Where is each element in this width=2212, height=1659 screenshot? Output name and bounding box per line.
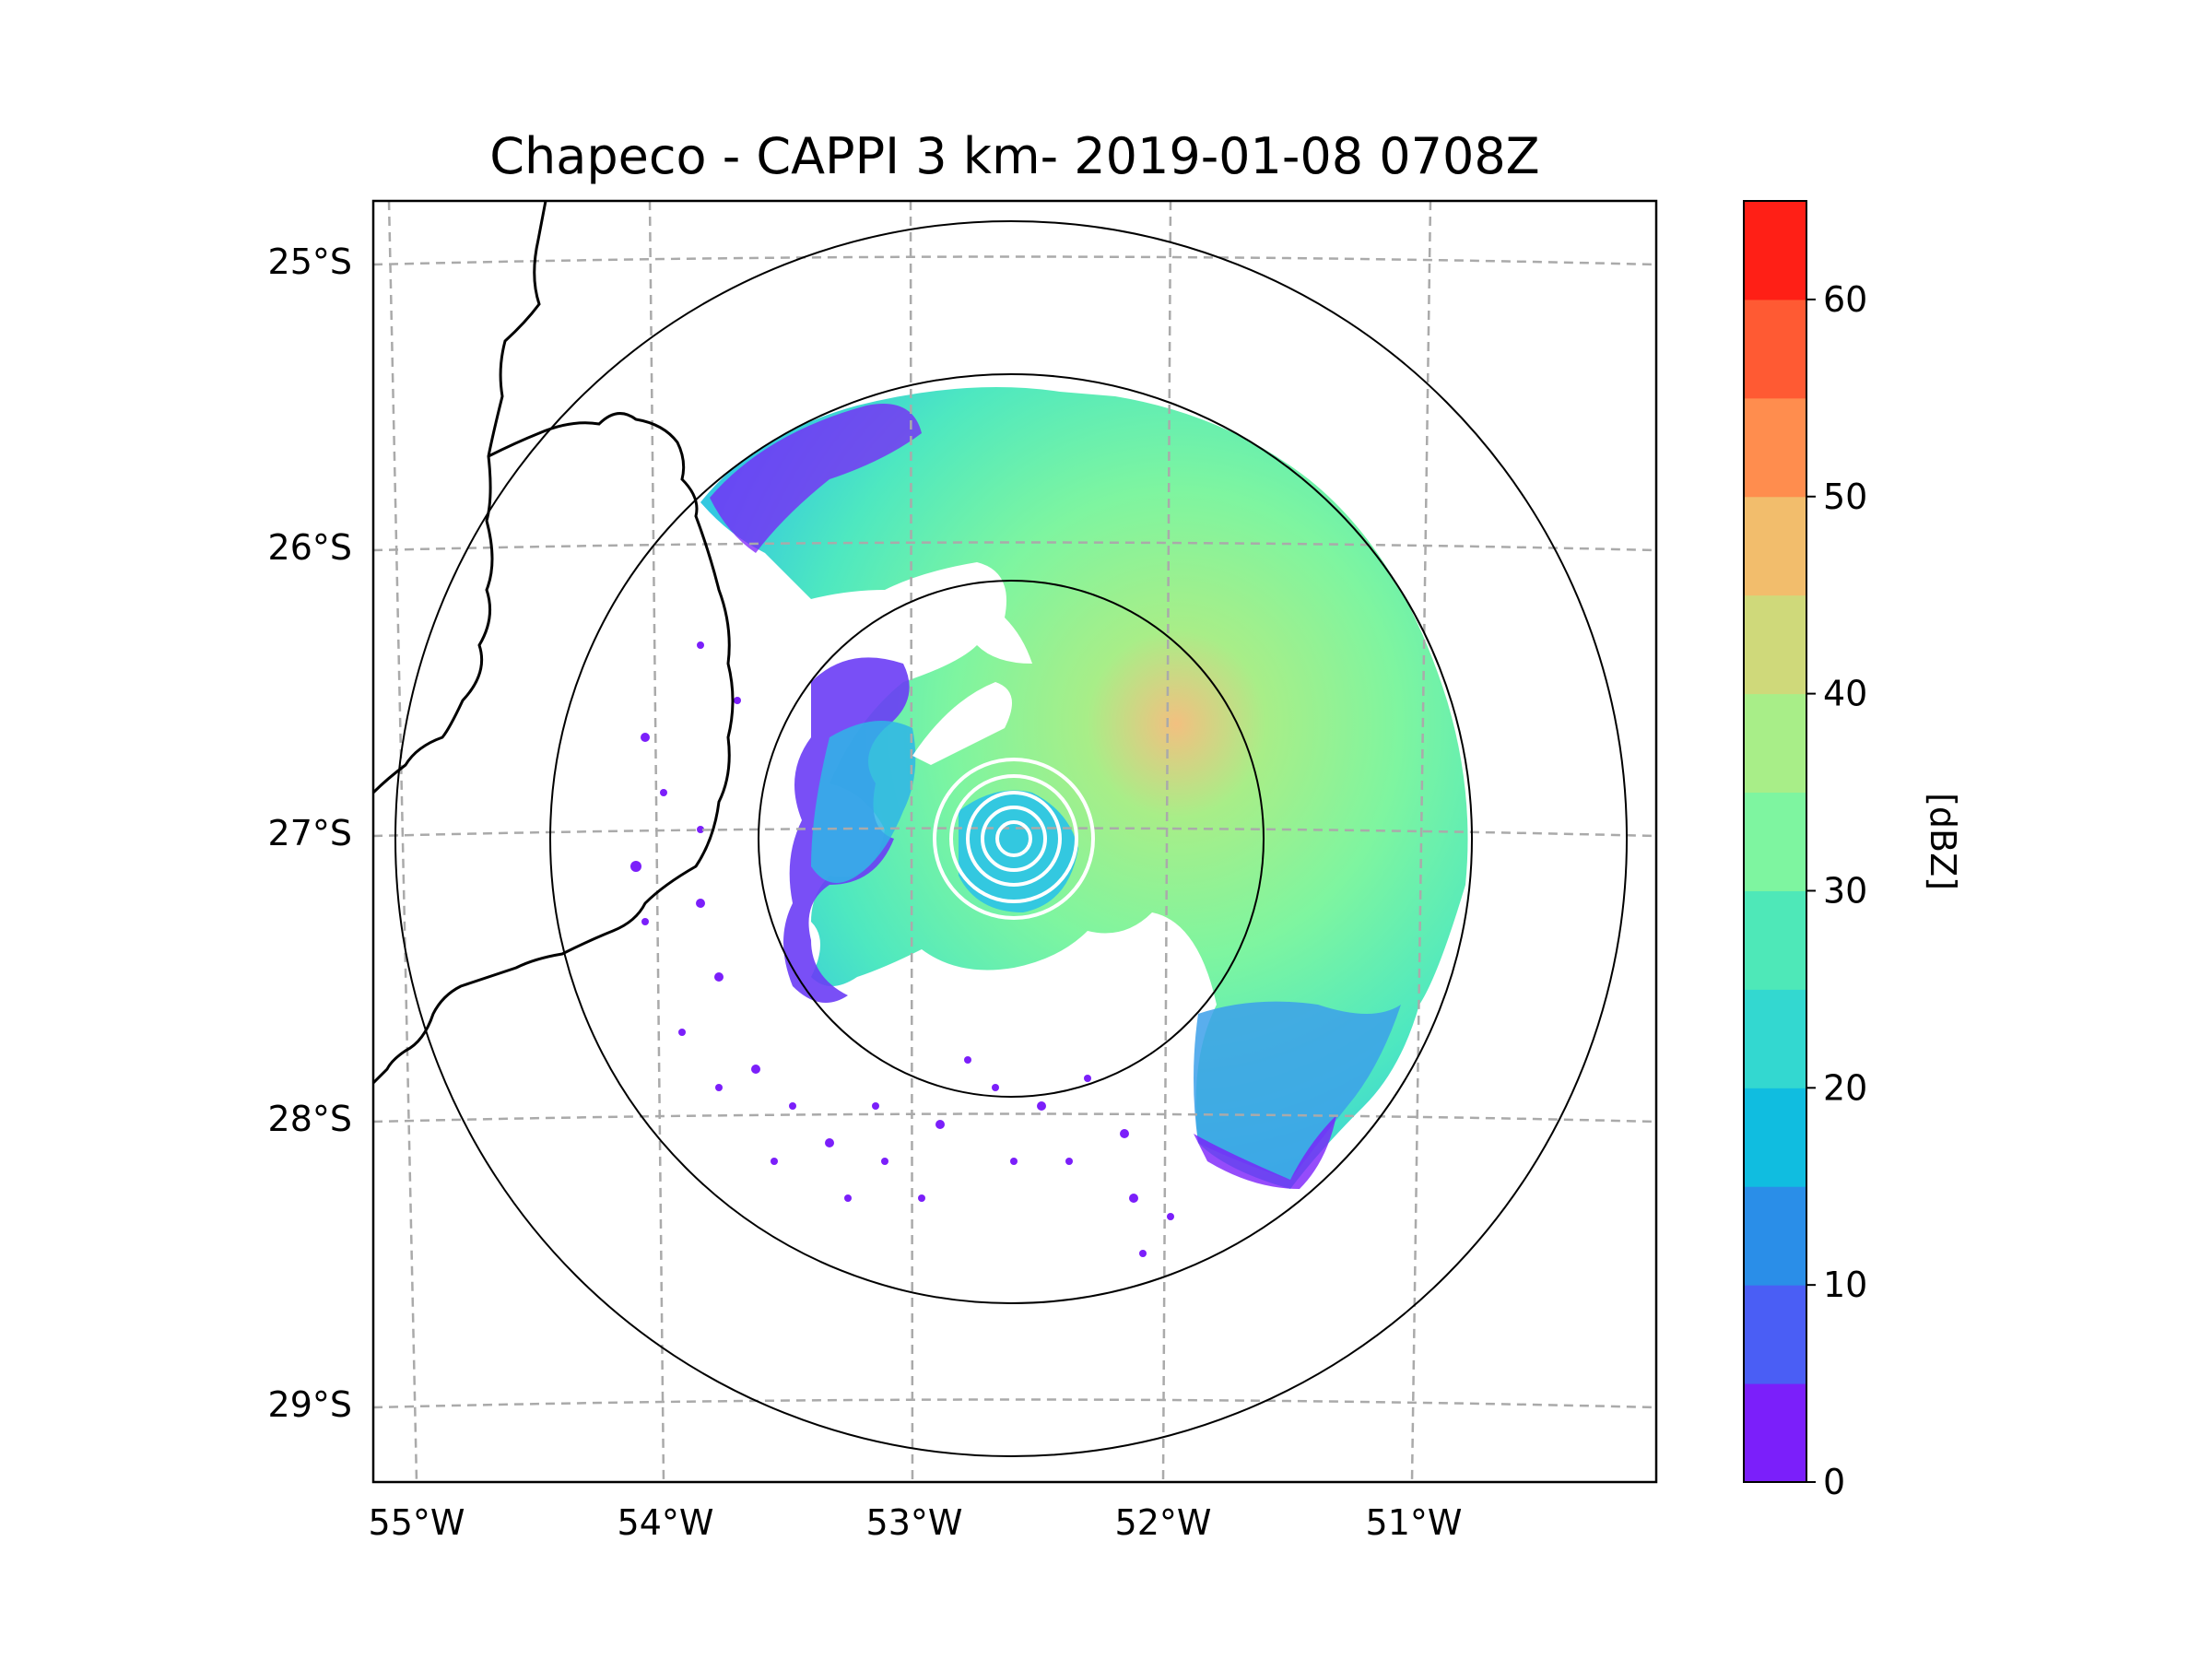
lon-label: 53°W xyxy=(866,1502,963,1543)
colorbar-bins xyxy=(1744,201,1806,1483)
chart-title: Chapeco - CAPPI 3 km- 2019-01-08 0708Z xyxy=(489,127,1539,185)
echo-southeast-purple xyxy=(1194,1115,1336,1189)
lat-label: 28°S xyxy=(268,1099,352,1139)
lat-label: 25°S xyxy=(268,241,352,282)
range-ring-middle xyxy=(549,373,1473,1304)
colorbar-bin xyxy=(1744,792,1806,891)
colorbar-tick-label: 40 xyxy=(1823,674,1867,714)
colorbar-bin xyxy=(1744,1383,1806,1483)
colorbar: 0 10 20 30 40 50 60 [dBZ] xyxy=(1743,200,1963,1502)
lon-label: 52°W xyxy=(1115,1502,1212,1543)
colorbar-frame xyxy=(1743,200,1807,1483)
meridian-52w xyxy=(1161,201,1172,1482)
borders xyxy=(373,201,735,1085)
lat-axis-labels: 25°S 26°S 27°S 28°S 29°S xyxy=(268,241,352,1425)
lon-label: 55°W xyxy=(369,1502,465,1543)
colorbar-bin xyxy=(1744,299,1806,399)
reflectivity-field xyxy=(630,387,1468,1257)
echo-southeast-band xyxy=(1194,1001,1401,1180)
echo-clear-notch xyxy=(912,682,1012,765)
graticule xyxy=(373,201,1656,1482)
colorbar-bin xyxy=(1744,594,1806,695)
meridian-51w xyxy=(1410,201,1432,1482)
echo-north-purple xyxy=(710,404,922,553)
map-frame xyxy=(371,199,1658,1484)
border-paraguay-brazil xyxy=(373,201,547,794)
map-panel xyxy=(373,201,1656,1482)
scattered-echoes xyxy=(630,641,1174,1257)
lon-axis-labels: 55°W 54°W 53°W 52°W 51°W xyxy=(369,1502,1463,1543)
lat-label: 29°S xyxy=(268,1384,352,1425)
range-rings xyxy=(394,220,1628,1457)
range-ring-outer xyxy=(394,220,1628,1457)
lat-label: 27°S xyxy=(268,813,352,853)
meridian-55w xyxy=(387,201,418,1482)
parallel-25s xyxy=(373,255,1656,266)
meridian-53w xyxy=(909,201,914,1482)
colorbar-ticks: 0 10 20 30 40 50 60 xyxy=(1806,279,1867,1502)
echo-main xyxy=(700,387,1468,1189)
colorbar-bin xyxy=(1744,496,1806,596)
colorbar-bin xyxy=(1744,1186,1806,1286)
colorbar-bin xyxy=(1744,1285,1806,1384)
lat-label: 26°S xyxy=(268,527,352,568)
range-ring-inner xyxy=(758,580,1265,1098)
colorbar-bin xyxy=(1744,1088,1806,1187)
echo-west-cyan xyxy=(811,721,916,883)
radar-site-rings xyxy=(933,758,1095,920)
lon-label: 54°W xyxy=(618,1502,714,1543)
colorbar-bin xyxy=(1744,201,1806,300)
colorbar-tick-label: 30 xyxy=(1823,870,1867,911)
lon-label: 51°W xyxy=(1366,1502,1463,1543)
parallel-28s xyxy=(373,1112,1656,1124)
colorbar-label: [dBZ] xyxy=(1923,793,1963,890)
colorbar-bin xyxy=(1744,397,1806,498)
parallel-27s xyxy=(373,827,1656,838)
colorbar-tick-label: 50 xyxy=(1823,477,1867,517)
parallel-26s xyxy=(373,541,1656,552)
colorbar-tick-label: 60 xyxy=(1823,279,1867,320)
colorbar-tick-label: 20 xyxy=(1823,1067,1867,1108)
colorbar-bin xyxy=(1744,693,1806,794)
colorbar-bin xyxy=(1744,989,1806,1088)
meridian-54w xyxy=(648,201,665,1482)
colorbar-tick-label: 10 xyxy=(1823,1265,1867,1305)
colorbar-bin xyxy=(1744,890,1806,990)
parallel-29s xyxy=(373,1398,1656,1409)
colorbar-tick-label: 0 xyxy=(1823,1462,1845,1502)
border-argentina-brazil xyxy=(373,412,735,1085)
